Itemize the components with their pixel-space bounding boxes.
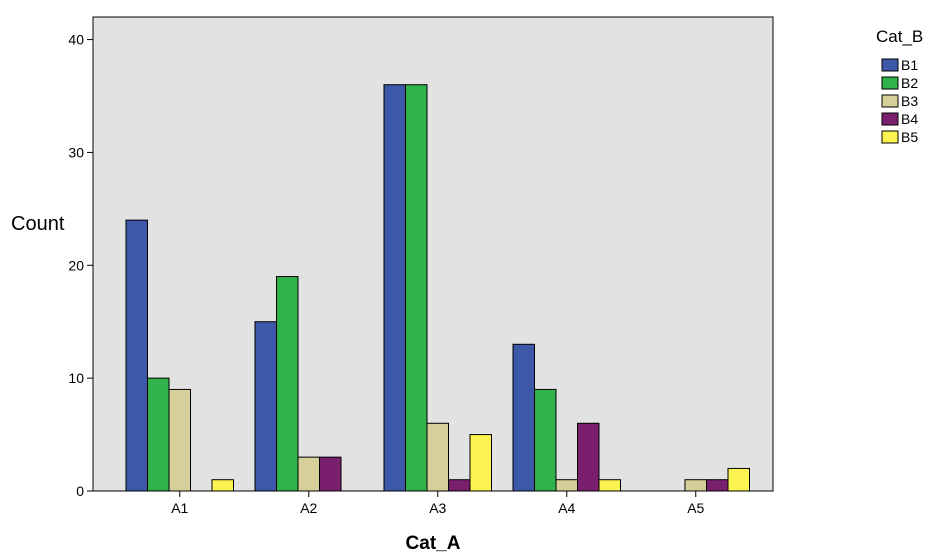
plot-area <box>92 16 774 492</box>
y-tick-label: 0 <box>76 483 84 499</box>
bar-A1-B1 <box>125 219 148 492</box>
x-tick-label: A2 <box>300 500 317 516</box>
bar-A5-B3 <box>684 479 707 492</box>
legend-label-B2: B2 <box>901 75 918 91</box>
legend-swatch-B1 <box>881 58 899 72</box>
legend-swatch-B3 <box>881 94 899 108</box>
y-tick-label: 30 <box>68 144 84 160</box>
x-tick-label: A1 <box>171 500 188 516</box>
x-tick-label: A4 <box>558 500 575 516</box>
y-axis-title: Count <box>11 213 65 235</box>
bar-A5-B5 <box>727 467 750 492</box>
bar-A4-B4 <box>577 422 600 492</box>
y-tick-label: 10 <box>68 370 84 386</box>
legend-label-B1: B1 <box>901 57 918 73</box>
bar-A2-B1 <box>254 321 277 492</box>
bar-A3-B1 <box>383 84 406 492</box>
bar-A2-B3 <box>297 456 320 492</box>
x-tick-label: A5 <box>687 500 704 516</box>
bar-A1-B2 <box>147 377 170 492</box>
legend-label-B4: B4 <box>901 111 918 127</box>
bar-A3-B3 <box>426 422 449 492</box>
y-tick-label: 40 <box>68 32 84 48</box>
bar-A3-B5 <box>469 434 492 492</box>
bars-layer <box>125 84 750 492</box>
legend-title: Cat_B <box>876 27 923 46</box>
bar-A4-B2 <box>534 388 557 492</box>
bar-A5-B4 <box>706 479 729 492</box>
legend-swatch-B5 <box>881 130 899 144</box>
bar-A2-B2 <box>276 276 299 492</box>
legend-label-B5: B5 <box>901 129 918 145</box>
x-tick-label: A3 <box>429 500 446 516</box>
legend: Cat_B B1 B2 B3 B4 B5 <box>876 27 923 145</box>
legend-swatch-B2 <box>881 76 899 90</box>
bar-A3-B4 <box>448 479 471 492</box>
bar-A1-B5 <box>211 479 234 492</box>
bar-A2-B4 <box>319 456 342 492</box>
x-axis: A1 A2 A3 A4 A5 <box>171 491 705 516</box>
legend-label-B3: B3 <box>901 93 918 109</box>
y-axis: 0 10 20 30 40 <box>68 32 93 499</box>
bar-A4-B1 <box>512 343 535 492</box>
legend-swatch-B4 <box>881 112 899 126</box>
x-axis-title: Cat_A <box>406 533 461 554</box>
y-tick-label: 20 <box>68 257 84 273</box>
bar-A4-B5 <box>598 479 621 492</box>
bar-A1-B3 <box>168 388 191 492</box>
bar-A4-B3 <box>555 479 578 492</box>
bar-A3-B2 <box>405 84 428 492</box>
